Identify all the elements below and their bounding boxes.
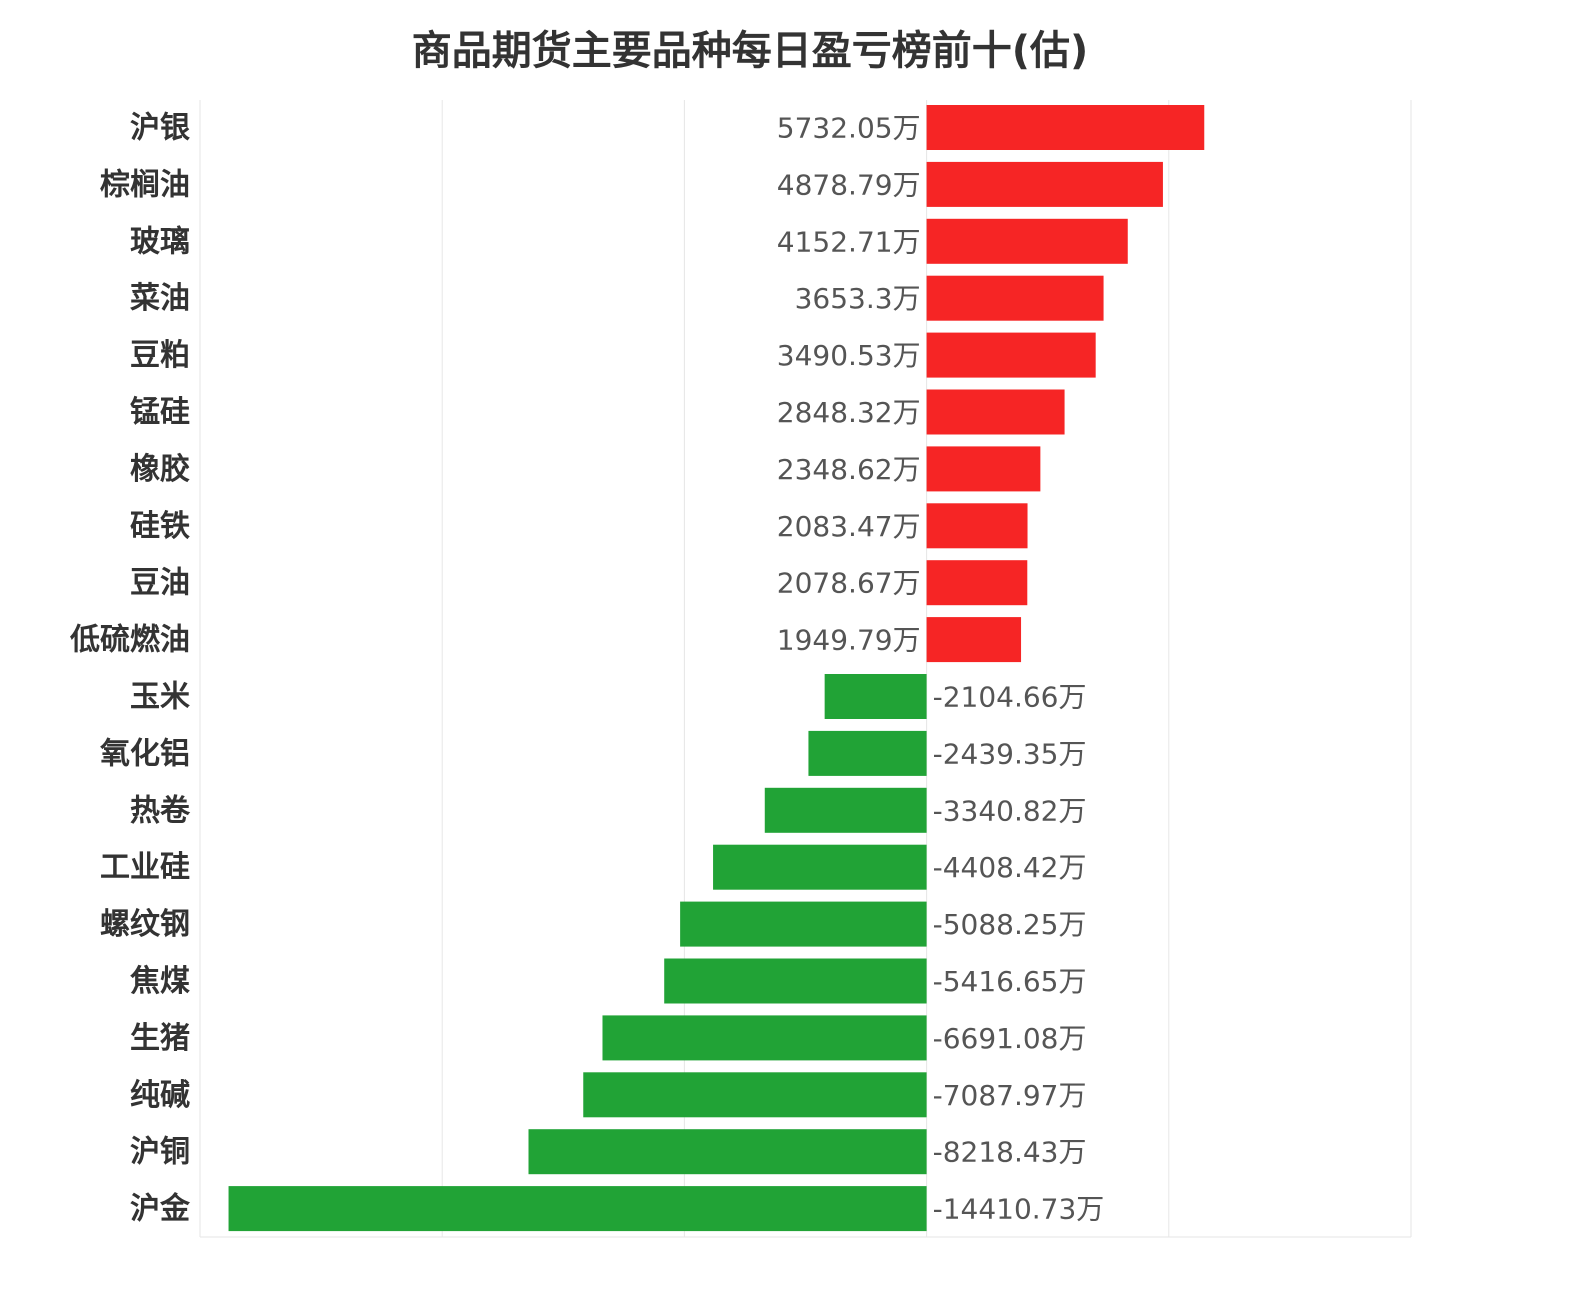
bar	[228, 1186, 927, 1232]
data-label: 2848.32万	[777, 396, 921, 429]
bar	[926, 218, 1128, 264]
bar	[583, 1072, 927, 1118]
category-label: 锰硅	[130, 395, 190, 430]
data-label: -2104.66万	[933, 681, 1087, 714]
data-label: 3490.53万	[777, 339, 921, 372]
category-label: 沪金	[130, 1192, 191, 1227]
bar	[528, 1129, 927, 1175]
bar	[926, 503, 1028, 549]
data-label: -5088.25万	[933, 908, 1087, 941]
category-label: 豆油	[130, 566, 190, 601]
data-label: -5416.65万	[933, 965, 1087, 998]
data-label: 2083.47万	[777, 510, 921, 543]
category-label: 焦煤	[130, 964, 190, 999]
category-label: 豆粕	[130, 338, 190, 373]
bar	[926, 617, 1022, 663]
category-label: 氧化铝	[100, 736, 190, 771]
chart-title: 商品期货主要品种每日盈亏榜前十(估)	[411, 28, 1089, 74]
category-label: 硅铁	[130, 509, 190, 544]
data-label: 5732.05万	[777, 112, 921, 145]
data-label: -4408.42万	[933, 851, 1087, 884]
data-label: 3653.3万	[795, 282, 921, 315]
data-label: 2078.67万	[777, 567, 921, 600]
data-label: -8218.43万	[933, 1136, 1087, 1169]
category-label: 纯碱	[130, 1078, 190, 1113]
bar	[664, 958, 927, 1004]
category-label: 沪铜	[130, 1135, 190, 1170]
data-label: -7087.97万	[933, 1079, 1087, 1112]
data-label: -14410.73万	[933, 1193, 1105, 1226]
category-label: 玉米	[130, 680, 190, 715]
category-label: 螺纹钢	[100, 907, 190, 942]
bar	[926, 446, 1041, 492]
data-label: 4152.71万	[777, 225, 921, 258]
category-label: 生猪	[130, 1021, 190, 1056]
category-label: 工业硅	[100, 850, 190, 885]
bar	[824, 674, 927, 719]
category-label: 橡胶	[130, 452, 190, 487]
data-label: -2439.35万	[933, 737, 1087, 770]
bar	[926, 105, 1205, 150]
category-label: 低硫燃油	[69, 623, 190, 658]
bar	[602, 1015, 927, 1061]
category-label: 玻璃	[130, 224, 190, 259]
category-label: 热卷	[130, 793, 191, 828]
bar	[926, 389, 1065, 435]
grid-layer	[199, 100, 1412, 1238]
bar	[926, 275, 1104, 321]
bar	[764, 787, 927, 833]
bar	[680, 901, 927, 947]
data-label: -3340.82万	[933, 794, 1087, 827]
bar	[713, 844, 927, 890]
bar-layer	[228, 105, 1205, 1232]
data-label: -6691.08万	[933, 1022, 1087, 1055]
bar	[926, 161, 1163, 207]
data-label: 2348.62万	[777, 453, 921, 486]
bar	[926, 332, 1096, 378]
data-label: 1949.79万	[777, 624, 921, 657]
data-label: 4878.79万	[777, 168, 921, 201]
category-label: 棕榈油	[100, 167, 190, 202]
bar	[808, 730, 927, 776]
bar	[926, 560, 1028, 606]
category-label: 沪银	[130, 111, 190, 146]
category-label: 菜油	[130, 281, 190, 316]
